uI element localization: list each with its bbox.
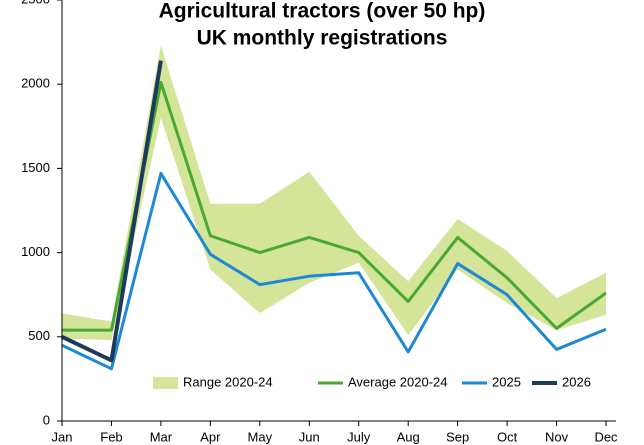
series-line	[61, 171, 607, 371]
legend-swatch	[153, 377, 178, 389]
y-tick-label: 0	[43, 412, 50, 427]
y-tick-label: 2500	[21, 0, 50, 6]
range-area	[62, 45, 606, 341]
legend-label: 2025	[492, 374, 521, 389]
chart-title: Agricultural tractors (over 50 hp)	[159, 0, 486, 23]
x-tick-label: Mar	[150, 429, 173, 444]
y-tick-label: 2000	[21, 76, 50, 91]
x-tick-label: Aug	[397, 429, 420, 444]
y-tick-label: 1000	[21, 244, 50, 259]
x-tick-label: Sep	[446, 429, 469, 444]
chart-title: UK monthly registrations	[197, 27, 448, 50]
legend-label: 2026	[562, 374, 591, 389]
x-tick-label: July	[347, 429, 371, 444]
legend-label: Average 2020-24	[348, 374, 448, 389]
x-tick-label: May	[248, 429, 273, 444]
x-tick-label: Jun	[299, 429, 320, 444]
x-tick-label: Oct	[497, 429, 518, 444]
x-tick-label: Feb	[100, 429, 122, 444]
x-tick-label: Jan	[52, 429, 73, 444]
legend-label: Range 2020-24	[183, 374, 273, 389]
series-line	[62, 81, 607, 332]
x-tick-label: Apr	[200, 429, 221, 444]
series-line	[61, 60, 163, 363]
x-tick-label: Nov	[545, 429, 569, 444]
x-tick-label: Dec	[594, 429, 618, 444]
y-tick-label: 1500	[21, 160, 50, 175]
y-tick-label: 500	[28, 328, 50, 343]
